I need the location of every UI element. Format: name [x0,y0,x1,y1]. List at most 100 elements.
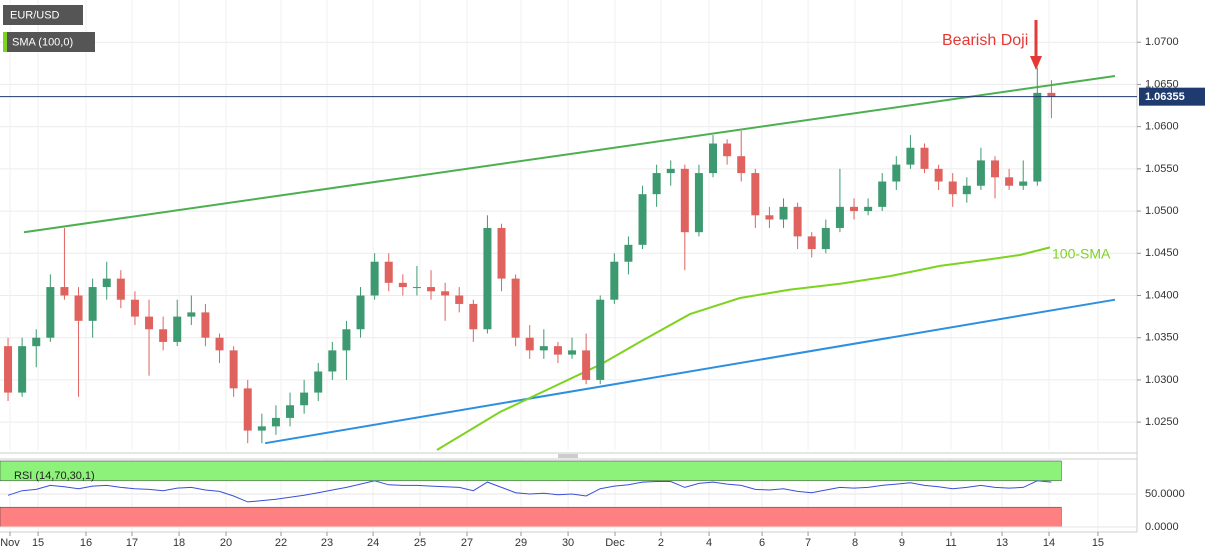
candle-body [553,346,562,355]
symbol-label: EUR/USD [10,9,60,21]
candle-body [1019,181,1028,186]
candle-body [582,350,591,380]
candle-body [384,261,393,283]
x-tick-label: 4 [706,537,712,549]
candle-body [624,244,633,262]
candle-body [1005,177,1014,186]
candle-body [694,173,703,233]
candle-body [878,181,887,207]
x-tick-label: 24 [367,537,379,549]
x-tick-label: 13 [996,537,1008,549]
candle-body [991,160,1000,178]
candle-body [765,215,774,220]
last-price-box [1139,87,1205,106]
candle-body [427,287,436,292]
y-tick-label: 1.0650 [1145,78,1179,90]
candle-body [793,206,802,237]
candle-body [539,346,548,351]
candle-body [892,164,901,182]
candle-body [300,392,309,406]
x-tick-label: 16 [80,537,92,549]
candle-body [412,287,421,289]
x-tick-label: 17 [126,537,138,549]
candle-body [610,261,619,300]
y-tick-label: 1.0400 [1145,289,1179,301]
candle-body [497,227,506,279]
x-tick-label: 6 [759,537,765,549]
candle-body [116,278,125,300]
candle-body [370,261,379,296]
candle-body [18,346,27,393]
candle-body [201,312,210,338]
sma-line [436,246,1051,451]
candle-body [835,206,844,228]
candle-body [934,168,943,182]
candle-body [920,147,929,169]
x-tick-label: Dec [605,537,625,549]
sma-label: 100-SMA [1052,246,1111,262]
x-tick-label: 11 [945,537,956,549]
rsi-tick-label: 0.0000 [1145,521,1179,533]
annotation-arrowhead [1030,56,1042,70]
candle-body [328,350,337,372]
sma-legend-box[interactable] [3,32,95,52]
x-tick-label: 25 [414,537,426,549]
candle-body [441,291,450,296]
candle-body [229,350,238,389]
candle-body [568,350,577,355]
candle-body [88,287,97,321]
candle-body [652,173,661,195]
y-tick-label: 1.0500 [1145,205,1179,217]
x-tick-label: 29 [515,537,527,549]
candle-body [356,295,365,330]
y-tick-label: 1.0300 [1145,374,1179,386]
candle-body [342,329,351,351]
x-tick-label: 23 [321,537,333,549]
x-tick-label: 22 [275,537,287,549]
y-tick-label: 1.0700 [1145,36,1179,48]
candle-body [962,185,971,195]
candle-body [906,147,915,165]
x-tick-label: 8 [852,537,858,549]
x-tick-label: 15 [32,537,44,549]
oversold-zone [0,506,1062,528]
rsi-legend-label: RSI (14,70,30,1) [14,470,95,482]
trendline [23,75,1116,234]
candle-body [286,405,295,418]
candle-body [525,337,534,351]
candle-body [145,316,154,330]
candle-body [187,312,196,317]
candle-body [483,227,492,330]
rsi-panel [0,460,1137,528]
candle-body [1047,92,1056,97]
candle-body [314,371,323,393]
candle-body [455,295,464,304]
candle-body [723,143,732,157]
y-tick-label: 1.0450 [1145,247,1179,259]
candle-body [4,346,13,393]
candle-body [680,168,689,233]
candle-body [638,194,647,245]
candle-body [821,227,830,250]
x-tick-label: 15 [1092,537,1104,549]
candle-body [102,278,111,288]
candle-body [257,426,266,431]
x-tick-label: 9 [899,537,905,549]
candle-body [666,168,675,174]
candle-body [737,156,746,174]
candle-body [807,236,816,250]
candle-body [1033,92,1042,182]
candle-body [32,337,41,347]
x-tick-label: 27 [461,537,473,549]
plot [4,67,1116,451]
rsi-tick-label: 50.0000 [1145,488,1185,500]
sma-legend-label: SMA (100,0) [12,36,73,48]
x-tick-label: 18 [173,537,185,549]
candle-body [948,181,957,195]
symbol-box[interactable] [3,5,83,25]
rsi-line [7,480,1052,503]
candle-body [173,316,182,342]
candle-body [46,287,55,338]
candle-body [864,206,873,212]
x-tick-label: Nov [0,537,20,549]
